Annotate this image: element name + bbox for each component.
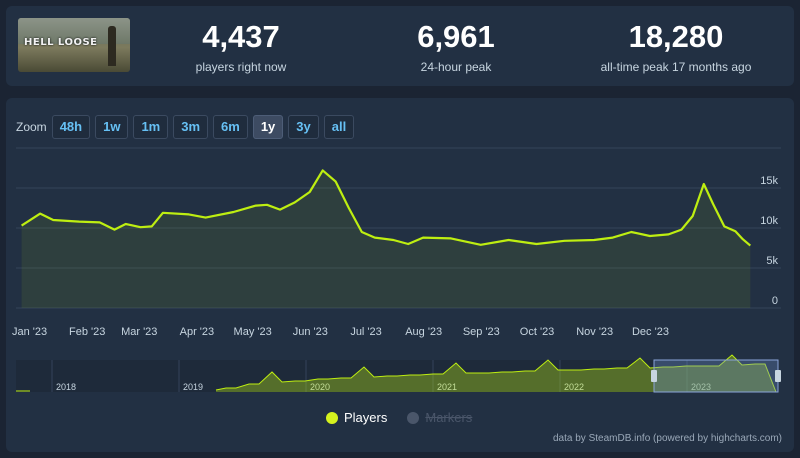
zoom-button-1y[interactable]: 1y (252, 115, 284, 139)
x-tick-label: Dec '23 (632, 326, 669, 338)
navigator-area (216, 355, 776, 392)
stat-label: players right now (195, 60, 287, 74)
game-logo-text: HELL LOOSE (24, 37, 98, 48)
x-tick-label: Jan '23 (12, 326, 47, 338)
navigator-year-label: 2023 (691, 382, 711, 392)
x-tick-label: Mar '23 (121, 326, 157, 338)
markers-dot-icon (407, 411, 420, 424)
stat-label: all-time peak 17 months ago (600, 60, 752, 74)
stat-value: 6,961 (417, 19, 495, 54)
game-thumbnail[interactable]: HELL LOOSE (18, 18, 130, 72)
y-tick-label: 0 (772, 295, 778, 307)
chart-credits[interactable]: data by SteamDB.info (powered by highcha… (553, 433, 782, 444)
navigator-year-label: 2019 (183, 382, 203, 392)
series-line[interactable] (21, 169, 752, 247)
y-axis-labels: 0 5k 10k 15k (760, 175, 778, 307)
x-axis-labels: Jan '23 Feb '23 Mar '23 Apr '23 May '23 Jun '… (12, 326, 669, 338)
stat-value: 4,437 (202, 19, 280, 54)
x-tick-label: Jul '23 (350, 326, 381, 338)
soldier-figure-icon (108, 26, 116, 66)
players-series-line[interactable] (21, 169, 752, 247)
chart-legend: Players Markers (326, 410, 492, 425)
chart-panel: Zoom 48h 1w 1m 3m 6m 1y 3y all 0 5k 10k 15k… (6, 98, 794, 452)
stat-players-now: 4,437 players right now (176, 19, 306, 75)
x-tick-label: Jun '23 (293, 326, 328, 338)
navigator-right-handle-icon[interactable] (775, 370, 781, 382)
zoom-button-1w[interactable]: 1w (95, 115, 129, 139)
x-tick-label: Feb '23 (69, 326, 105, 338)
y-tick-label: 10k (760, 215, 778, 227)
navigator-year-label: 2021 (437, 382, 457, 392)
zoom-controls: Zoom 48h 1w 1m 3m 6m 1y 3y all (16, 115, 359, 139)
x-tick-label: Sep '23 (463, 326, 500, 338)
navigator-line (215, 354, 777, 393)
stat-value: 18,280 (628, 19, 724, 54)
navigator-year-label: 2022 (564, 382, 584, 392)
zoom-button-3y[interactable]: 3y (288, 115, 319, 139)
navigator-year-label: 2018 (56, 382, 76, 392)
y-tick-label: 15k (760, 175, 778, 187)
player-count-chart[interactable]: 0 5k 10k 15k Jan '23 Feb '23 Mar '23 Apr '23 Ma… (6, 98, 794, 452)
navigator[interactable]: 2018 2019 2020 2021 2022 2023 (16, 354, 781, 393)
x-tick-label: May '23 (234, 326, 272, 338)
legend-markers[interactable]: Markers (407, 410, 472, 425)
x-tick-label: Apr '23 (180, 326, 215, 338)
stat-all-time-peak: 18,280 all-time peak 17 months ago (591, 19, 761, 75)
stat-24h-peak: 6,961 24-hour peak (396, 19, 516, 75)
x-tick-label: Oct '23 (520, 326, 555, 338)
stats-panel: HELL LOOSE 4,437 players right now 6,961… (6, 6, 794, 86)
zoom-label: Zoom (16, 120, 47, 134)
legend-markers-label: Markers (425, 410, 473, 425)
legend-players[interactable]: Players (326, 410, 387, 425)
stat-label: 24-hour peak (420, 60, 492, 74)
grid-lines (16, 147, 781, 309)
x-tick-label: Nov '23 (576, 326, 613, 338)
navigator-left-handle-icon[interactable] (651, 370, 657, 382)
x-tick-label: Aug '23 (405, 326, 442, 338)
zoom-button-3m[interactable]: 3m (173, 115, 209, 139)
y-tick-label: 5k (766, 255, 778, 267)
navigator-selection[interactable] (653, 359, 779, 393)
zoom-button-all[interactable]: all (323, 115, 355, 139)
zoom-button-6m[interactable]: 6m (213, 115, 248, 139)
zoom-button-48h[interactable]: 48h (51, 115, 91, 139)
zoom-button-1m[interactable]: 1m (133, 115, 169, 139)
players-dot-icon (326, 411, 338, 424)
legend-players-label: Players (344, 410, 388, 425)
navigator-year-label: 2020 (310, 382, 330, 392)
